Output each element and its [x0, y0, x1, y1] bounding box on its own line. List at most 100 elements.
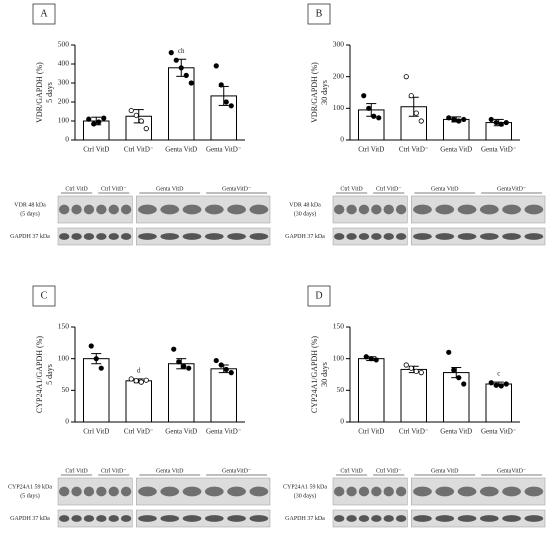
blot-band — [524, 515, 544, 522]
blot-row-label: (30 days) — [294, 210, 317, 217]
y-tick-label: 50 — [337, 385, 345, 394]
blot-band — [160, 233, 180, 240]
x-tick-label: Genta VitD⁻ — [481, 428, 517, 436]
data-point — [188, 80, 194, 86]
blot-band — [479, 233, 499, 240]
blot-band — [371, 233, 382, 240]
data-point — [361, 93, 367, 99]
y-tick-label: 100 — [58, 116, 70, 125]
blot-band — [358, 204, 370, 215]
data-point — [503, 381, 509, 387]
x-tick-label: Ctrl VitD — [358, 428, 384, 436]
blot-band — [120, 515, 132, 522]
blot-group-label: Ctrl VitD⁻ — [376, 186, 402, 192]
blot-band — [371, 204, 382, 215]
blot-row-label: (5 days) — [20, 210, 40, 217]
y-tick-label: 400 — [58, 59, 70, 68]
data-point — [228, 369, 234, 376]
blot-row-label: (30 days) — [294, 492, 317, 499]
annotation: c — [497, 370, 500, 378]
blot-band — [395, 233, 407, 240]
x-tick-label: Genta VitD — [165, 428, 197, 436]
blot-band — [346, 515, 357, 522]
blot-row-label: VDR 48 kDa — [289, 202, 321, 208]
data-point — [451, 367, 457, 373]
y-axis-label: CYP24A1/GAPDH (%) — [310, 336, 319, 413]
data-point — [368, 356, 374, 362]
blot-image — [136, 195, 271, 224]
data-point — [98, 365, 104, 371]
blot-band — [249, 515, 269, 522]
data-point — [366, 105, 372, 111]
data-point — [413, 368, 419, 374]
blot-band — [182, 233, 202, 240]
blot-band — [413, 204, 432, 215]
blot-band — [138, 486, 157, 497]
blot-group-label: Ctrl VitD — [340, 186, 363, 192]
bar — [485, 383, 512, 423]
y-tick-label: 200 — [58, 97, 70, 106]
y-tick-label: 100 — [333, 353, 345, 362]
panel-label-box — [307, 3, 331, 25]
x-tick-label: Ctrl VitD — [358, 146, 384, 154]
blot-group-label: GentaVitD⁻ — [497, 186, 526, 192]
blot-group-label: GentaVitD⁻ — [222, 186, 251, 192]
blot-band — [58, 204, 70, 215]
blot-band — [108, 486, 119, 497]
bar — [83, 358, 110, 423]
blot-band — [71, 204, 82, 215]
blot-band — [333, 486, 345, 497]
data-point — [418, 118, 424, 124]
annotation: d — [137, 367, 141, 375]
blot-band — [383, 515, 394, 522]
blot-row-label: GAPDH 37 kDa — [285, 234, 325, 240]
blot-group-label: Ctrl VitD⁻ — [376, 468, 402, 474]
data-point — [418, 369, 424, 376]
y-tick-label: 100 — [333, 103, 345, 112]
bar — [168, 363, 195, 423]
panel-label-box — [307, 285, 331, 307]
data-point — [503, 119, 509, 126]
y-tick-label: 0 — [340, 135, 344, 144]
blot-band — [358, 515, 370, 522]
blot-band — [457, 515, 477, 522]
blot-band — [160, 486, 180, 497]
data-point — [173, 57, 179, 63]
blot-band — [227, 486, 246, 497]
blot-band — [333, 233, 345, 240]
blot-band — [358, 486, 370, 497]
bar — [400, 368, 427, 423]
x-tick-label: Genta VitD — [165, 146, 197, 154]
x-tick-label: Ctrl VitD⁻ — [399, 146, 429, 154]
blot-band — [524, 486, 544, 497]
blot-band — [108, 233, 119, 240]
blot-band — [227, 233, 246, 240]
data-point — [373, 357, 379, 363]
blot-band — [227, 204, 246, 215]
blot-band — [108, 204, 119, 215]
blot-band — [249, 486, 269, 497]
blot-band — [83, 486, 95, 497]
blot-band — [138, 233, 157, 240]
data-point — [223, 99, 229, 105]
blot-band — [413, 233, 432, 240]
blot-band — [96, 486, 107, 497]
blot-band — [120, 233, 132, 240]
blot-image — [136, 509, 271, 528]
data-point — [408, 93, 414, 99]
data-point — [218, 362, 224, 368]
panel-label: D — [315, 290, 322, 301]
x-tick-label: Genta VitD — [440, 428, 472, 436]
data-point — [446, 349, 452, 355]
panel-label: A — [40, 8, 48, 19]
blot-image — [411, 195, 546, 224]
blot-band — [204, 515, 224, 522]
blot-band — [371, 515, 382, 522]
blot-band — [524, 204, 544, 215]
data-point — [498, 383, 504, 389]
data-point — [133, 378, 139, 384]
blot-band — [83, 204, 95, 215]
blot-band — [120, 204, 132, 215]
data-point — [408, 365, 414, 371]
data-point — [223, 366, 229, 373]
